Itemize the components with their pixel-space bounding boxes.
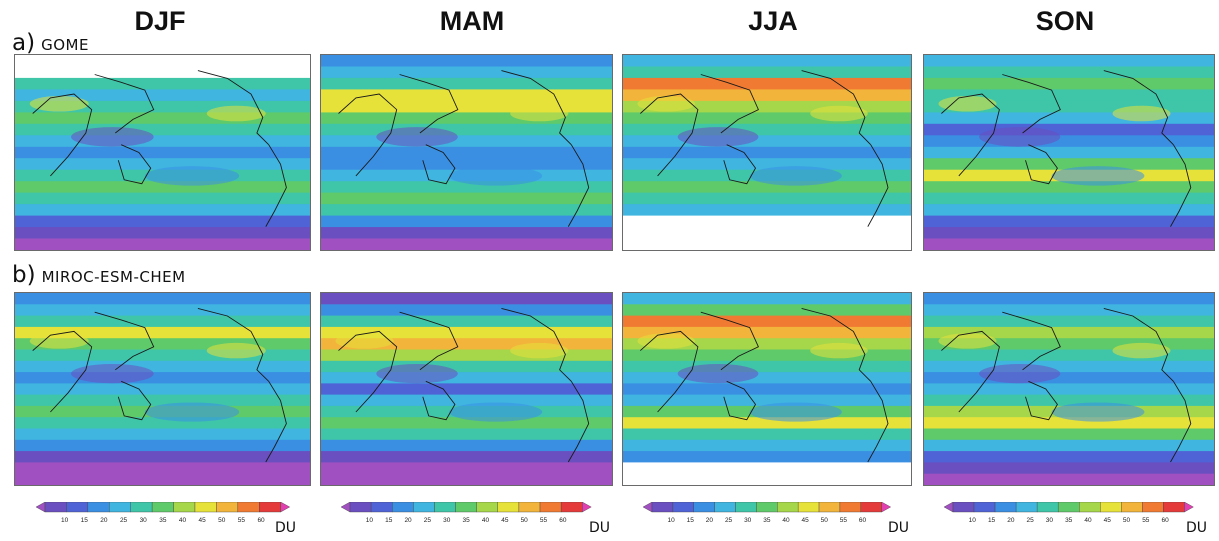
colorbar-tick-label: 20 <box>405 517 413 524</box>
season-header-djf: DJF <box>134 6 186 36</box>
map-panel-a-jja <box>622 54 912 251</box>
colorbar-tick-label: 60 <box>859 517 867 524</box>
colorbar-tick-label: 10 <box>668 517 676 524</box>
colorbar-tick-label: 30 <box>1046 517 1054 524</box>
colorbar-tick-label: 25 <box>725 517 733 524</box>
colorbar-tick-label: 20 <box>706 517 714 524</box>
colorbar-tick-label: 45 <box>1104 517 1112 524</box>
colorbar-tick-label: 25 <box>120 517 128 524</box>
unit-label-djf: DU <box>275 520 297 536</box>
colorbar-tick-label: 50 <box>521 517 529 524</box>
unit-label-mam: DU <box>589 520 611 536</box>
colorbar-tick-label: 30 <box>444 517 452 524</box>
row-label-a: a) GOME <box>12 30 89 56</box>
colorbar-tick-label: 45 <box>802 517 810 524</box>
colorbar-tick-label: 50 <box>821 517 829 524</box>
map-panel-b-djf <box>14 292 311 486</box>
map-panel-a-son <box>923 54 1215 251</box>
colorbar-tick-label: 35 <box>763 517 771 524</box>
colorbar-tick-label: 60 <box>560 517 568 524</box>
colorbar-tick-label: 15 <box>385 517 393 524</box>
map-panel-a-djf <box>14 54 311 251</box>
unit-label-son: DU <box>1186 520 1208 536</box>
season-header-mam: MAM <box>439 6 505 36</box>
colorbar-tick-label: 45 <box>502 517 510 524</box>
colorbar-tick-label: 55 <box>237 517 245 524</box>
colorbar-tick-label: 15 <box>988 517 996 524</box>
colorbar-tick-label: 35 <box>1065 517 1073 524</box>
map-panel-b-son <box>923 292 1215 486</box>
row-label-b: b) MIROC-ESM-CHEM <box>12 262 186 288</box>
colorbar-tick-label: 10 <box>366 517 374 524</box>
map-panel-b-jja <box>622 292 912 486</box>
colorbar-mam: 10 15 20 25 30 35 40 45 50 55 60 <box>340 501 593 533</box>
colorbar-tick-label: 55 <box>540 517 548 524</box>
colorbar-tick-label: 30 <box>139 517 147 524</box>
colorbar-tick-label: 25 <box>424 517 432 524</box>
colorbar-djf: 10 15 20 25 30 35 40 45 50 55 60 <box>35 501 291 533</box>
colorbar-tick-label: 20 <box>1008 517 1016 524</box>
colorbar-son: 10 15 20 25 30 35 40 45 50 55 60 <box>943 501 1195 533</box>
colorbar-tick-label: 35 <box>159 517 167 524</box>
colorbar-tick-label: 55 <box>1143 517 1151 524</box>
season-header-son: SON <box>1035 6 1095 36</box>
colorbar-tick-label: 35 <box>463 517 471 524</box>
colorbar-tick-label: 15 <box>80 517 88 524</box>
colorbar-tick-label: 30 <box>744 517 752 524</box>
row-name-b: MIROC-ESM-CHEM <box>41 268 186 286</box>
colorbar-tick-label: 50 <box>1123 517 1131 524</box>
row-letter-b: b) <box>12 262 36 288</box>
colorbar-tick-label: 15 <box>687 517 695 524</box>
colorbar-tick-label: 55 <box>840 517 848 524</box>
colorbar-tick-label: 40 <box>1085 517 1093 524</box>
colorbar-jja: 10 15 20 25 30 35 40 45 50 55 60 <box>642 501 892 533</box>
row-name-a: GOME <box>41 36 89 54</box>
colorbar-tick-label: 10 <box>61 517 69 524</box>
colorbar-tick-label: 40 <box>482 517 490 524</box>
colorbar-tick-label: 40 <box>179 517 187 524</box>
colorbar-tick-label: 10 <box>969 517 977 524</box>
map-panel-b-mam <box>320 292 613 486</box>
season-header-jja: JJA <box>748 6 798 36</box>
colorbar-tick-label: 60 <box>1162 517 1170 524</box>
row-letter-a: a) <box>12 30 36 56</box>
colorbar-tick-label: 25 <box>1027 517 1035 524</box>
colorbar-tick-label: 60 <box>257 517 265 524</box>
colorbar-tick-label: 20 <box>100 517 108 524</box>
unit-label-jja: DU <box>888 520 910 536</box>
map-panel-a-mam <box>320 54 613 251</box>
colorbar-tick-label: 40 <box>783 517 791 524</box>
colorbar-tick-label: 50 <box>218 517 226 524</box>
colorbar-tick-label: 45 <box>198 517 206 524</box>
